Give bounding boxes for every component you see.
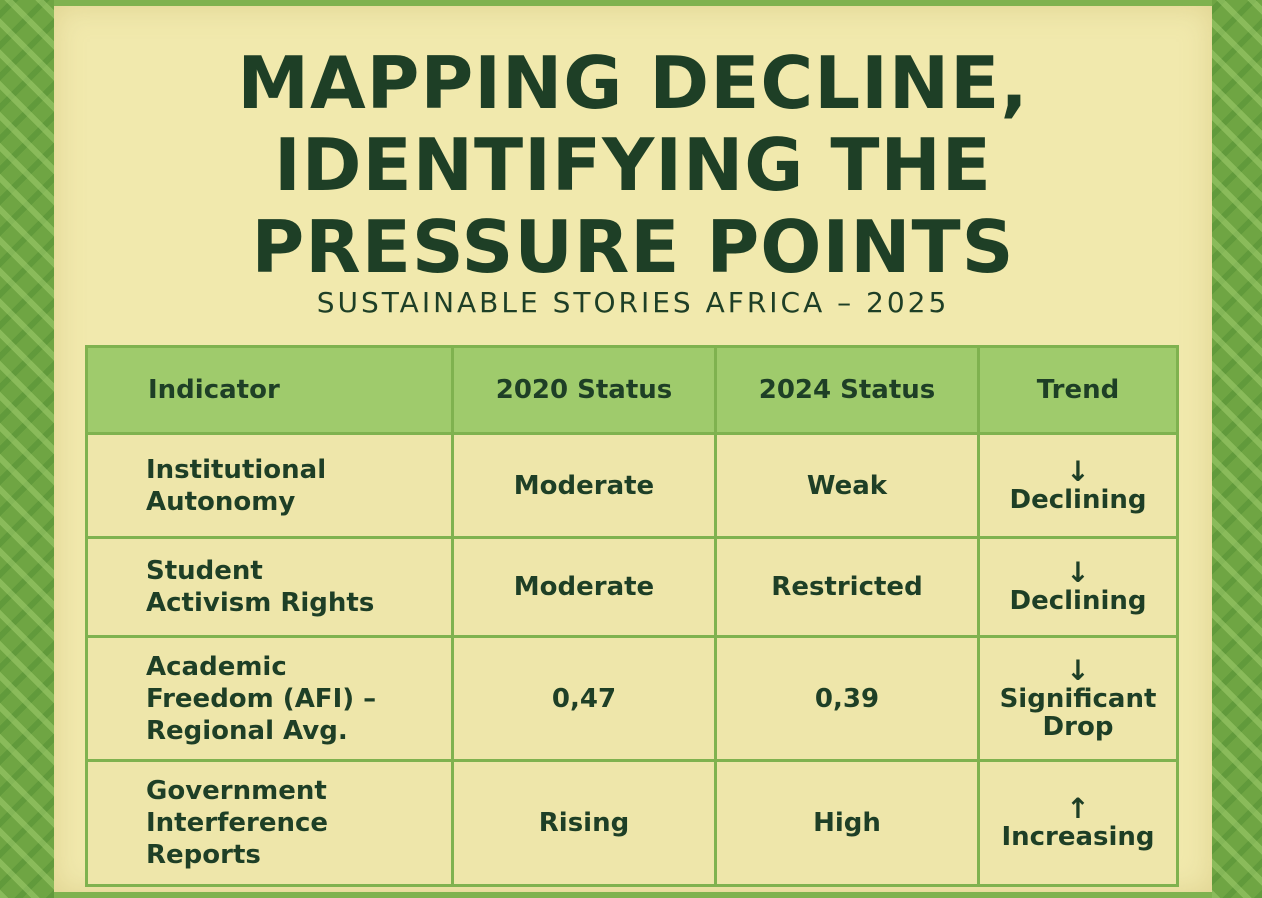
trend-label-line-1: Significant <box>999 683 1157 714</box>
page-subtitle: SUSTAINABLE STORIES AFRICA – 2025 <box>316 286 950 319</box>
trend-label: Declining <box>1009 586 1147 616</box>
status-2024-cell: High <box>714 759 980 887</box>
down-arrow-icon: ↓ <box>1066 653 1090 687</box>
status-2024-cell: 0,39 <box>714 635 980 762</box>
decorative-border-right <box>1212 0 1262 898</box>
table-header-row: Indicator 2020 Status 2024 Status Trend <box>85 345 1179 435</box>
indicator-cell: Government Interference Reports <box>85 759 454 887</box>
table-row: Government Interference Reports Rising H… <box>85 759 1179 887</box>
content-panel: MAPPING DECLINE, IDENTIFYING THE PRESSUR… <box>54 6 1212 892</box>
table-row: Institutional Autonomy Moderate Weak ↓ D… <box>85 432 1179 539</box>
page-title: MAPPING DECLINE, IDENTIFYING THE PRESSUR… <box>54 42 1212 288</box>
status-2020-cell: Rising <box>451 759 717 887</box>
indicator-cell: Student Activism Rights <box>85 536 454 638</box>
down-arrow-icon: ↓ <box>1066 454 1090 488</box>
trend-label: Declining <box>1009 484 1147 515</box>
trend-label: Increasing <box>1001 822 1155 852</box>
header-2024-status: 2024 Status <box>714 345 980 435</box>
header-indicator: Indicator <box>85 345 454 435</box>
indicator-table: Indicator 2020 Status 2024 Status Trend … <box>85 345 1179 887</box>
indicator-cell: Academic Freedom (AFI) – Regional Avg. <box>85 635 454 762</box>
trend-label-line-2: Drop <box>1042 711 1114 742</box>
trend-cell: ↓ Significant Drop <box>977 635 1179 762</box>
title-line-2: IDENTIFYING THE <box>274 123 992 207</box>
title-line-3: PRESSURE POINTS <box>251 205 1015 289</box>
status-2020-cell: 0,47 <box>451 635 717 762</box>
status-2024-cell: Weak <box>714 432 980 539</box>
status-2020-cell: Moderate <box>451 536 717 638</box>
trend-cell: ↓ Declining <box>977 432 1179 539</box>
table-row: Student Activism Rights Moderate Restric… <box>85 536 1179 638</box>
title-line-1: MAPPING DECLINE, <box>237 41 1029 125</box>
header-trend: Trend <box>977 345 1179 435</box>
status-2020-cell: Moderate <box>451 432 717 539</box>
up-arrow-icon: ↑ <box>1066 792 1090 825</box>
header-2020-status: 2020 Status <box>451 345 717 435</box>
indicator-cell: Institutional Autonomy <box>85 432 454 539</box>
table-row: Academic Freedom (AFI) – Regional Avg. 0… <box>85 635 1179 762</box>
status-2024-cell: Restricted <box>714 536 980 638</box>
down-arrow-icon: ↓ <box>1066 556 1090 589</box>
decorative-border-left <box>0 0 54 898</box>
trend-cell: ↓ Declining <box>977 536 1179 638</box>
trend-cell: ↑ Increasing <box>977 759 1179 887</box>
